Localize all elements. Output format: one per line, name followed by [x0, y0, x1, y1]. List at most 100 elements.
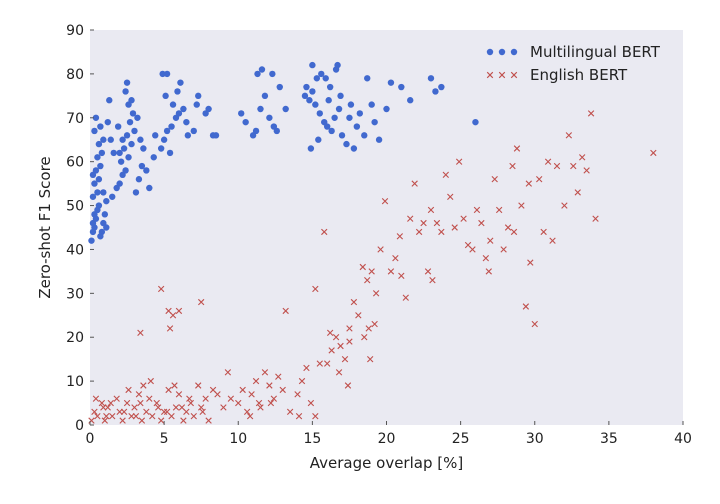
- data-point: [396, 233, 404, 240]
- data-point: [279, 386, 286, 394]
- data-point: [180, 417, 187, 424]
- data-point: [134, 114, 141, 121]
- legend-label-multilingual-bert: Multilingual BERT: [530, 43, 661, 61]
- data-point: [212, 132, 220, 139]
- data-point: [328, 347, 335, 354]
- data-point: [163, 70, 171, 78]
- data-point: [97, 123, 104, 130]
- data-point: [485, 268, 492, 275]
- data-point: [243, 408, 251, 416]
- data-point: [197, 298, 205, 306]
- data-point: [110, 149, 117, 157]
- data-point: [509, 162, 516, 170]
- data-point: [94, 154, 101, 161]
- y-tick-label: 50: [66, 199, 84, 215]
- y-tick-label: 70: [66, 111, 84, 127]
- data-point: [365, 325, 372, 332]
- x-tick-label: 10: [229, 431, 247, 447]
- data-point: [150, 154, 157, 161]
- data-point: [89, 193, 97, 200]
- data-point: [307, 145, 315, 152]
- data-point: [177, 79, 184, 86]
- data-point: [282, 307, 289, 315]
- data-point: [147, 377, 154, 385]
- data-point: [298, 377, 306, 385]
- data-point: [307, 399, 315, 407]
- data-point: [321, 228, 328, 236]
- data-point: [371, 320, 378, 328]
- data-point: [103, 413, 110, 420]
- plot-area: [90, 30, 683, 425]
- data-point: [359, 263, 366, 271]
- data-point: [487, 237, 494, 244]
- data-point: [119, 136, 126, 143]
- data-point: [424, 268, 432, 275]
- data-point: [367, 355, 374, 363]
- data-point: [122, 167, 129, 174]
- data-point: [328, 127, 335, 135]
- data-point: [98, 149, 106, 157]
- data-point: [135, 391, 143, 398]
- data-point: [392, 255, 399, 262]
- data-point: [368, 101, 375, 108]
- data-point: [107, 136, 114, 143]
- data-point: [341, 355, 349, 363]
- data-point: [361, 334, 368, 341]
- data-point: [438, 228, 445, 236]
- data-point: [114, 123, 122, 130]
- data-point: [592, 215, 599, 222]
- data-point: [227, 395, 235, 402]
- data-point: [135, 176, 143, 183]
- data-point: [202, 395, 209, 402]
- legend-marker-english-bert: [486, 71, 518, 79]
- data-point: [343, 140, 350, 148]
- data-point: [95, 202, 103, 209]
- data-point: [162, 92, 169, 100]
- data-point: [248, 391, 255, 398]
- data-point: [178, 404, 186, 411]
- data-point: [372, 290, 380, 297]
- data-point: [205, 105, 212, 113]
- data-point: [303, 364, 310, 372]
- data-point: [518, 202, 525, 209]
- data-point: [113, 395, 120, 402]
- data-point: [152, 132, 159, 139]
- data-point: [427, 206, 435, 214]
- data-point: [337, 342, 344, 350]
- data-point: [195, 92, 202, 100]
- data-point: [129, 110, 137, 117]
- data-point: [258, 66, 266, 73]
- data-point: [315, 136, 322, 143]
- data-point: [220, 404, 227, 411]
- data-point: [175, 110, 183, 117]
- data-point: [364, 276, 371, 284]
- data-point: [346, 338, 353, 345]
- data-point: [120, 408, 128, 416]
- data-point: [402, 294, 409, 301]
- legend-marker-point: [498, 71, 506, 79]
- data-point: [186, 395, 193, 402]
- data-point: [451, 224, 458, 231]
- legend-marker-multilingual-bert: [486, 48, 518, 56]
- data-point: [132, 413, 140, 420]
- y-tick-label: 0: [75, 418, 84, 434]
- data-point: [183, 118, 190, 126]
- data-point: [193, 101, 200, 108]
- data-point: [246, 413, 254, 420]
- data-point: [313, 75, 321, 82]
- data-point: [205, 417, 212, 424]
- data-point: [346, 114, 353, 121]
- data-point: [153, 399, 160, 407]
- data-point: [140, 145, 147, 152]
- data-point: [126, 118, 134, 126]
- x-tick-label: 15: [303, 431, 321, 447]
- data-point: [175, 391, 183, 398]
- data-point: [347, 101, 355, 108]
- data-point: [159, 70, 166, 78]
- data-point: [482, 255, 490, 262]
- data-point: [375, 136, 383, 143]
- x-tick-label: 25: [452, 431, 470, 447]
- data-point: [239, 386, 246, 394]
- data-point: [138, 162, 146, 170]
- legend-marker-point: [486, 48, 494, 56]
